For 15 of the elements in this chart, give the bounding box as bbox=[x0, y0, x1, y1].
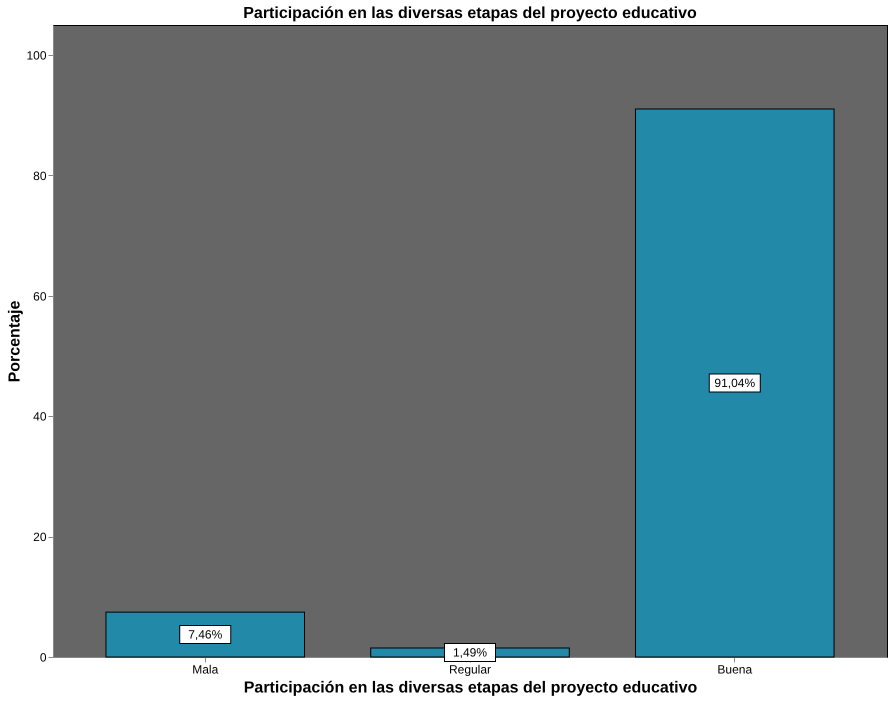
x-tick-label: Buena bbox=[717, 662, 752, 676]
data-label: 7,46% bbox=[188, 628, 223, 642]
y-tick-label: 0 bbox=[40, 650, 47, 664]
x-tick-label: Regular bbox=[448, 662, 492, 676]
y-tick-label: 40 bbox=[33, 410, 47, 424]
y-axis-title: Porcentaje bbox=[6, 300, 24, 382]
y-tick-label: 80 bbox=[33, 168, 47, 183]
x-tick-label: Mala bbox=[192, 662, 219, 676]
y-tick-label: 60 bbox=[33, 289, 47, 304]
chart-title: Participación en las diversas etapas del proyecto educativo bbox=[243, 5, 697, 22]
y-tick-label: 100 bbox=[26, 48, 47, 63]
y-tick-label: 20 bbox=[33, 530, 47, 544]
x-axis-title: Participación en las diversas etapas del proyecto educativo bbox=[244, 680, 698, 696]
data-label: 1,49% bbox=[452, 646, 488, 660]
data-label: 91,04% bbox=[714, 376, 756, 390]
